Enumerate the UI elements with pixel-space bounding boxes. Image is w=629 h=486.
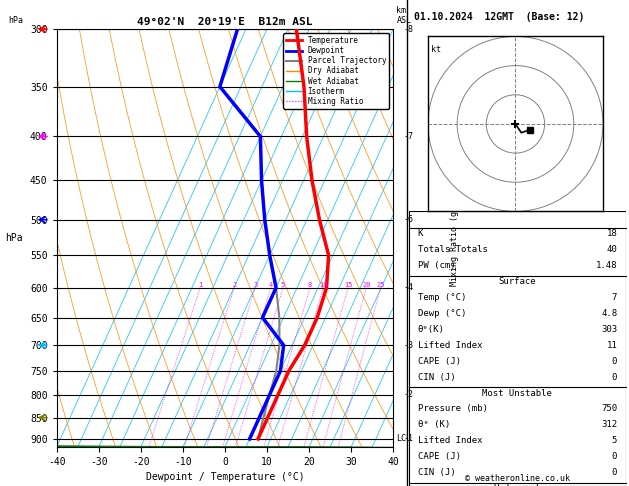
Text: hPa: hPa <box>5 233 23 243</box>
Text: 01.10.2024  12GMT  (Base: 12): 01.10.2024 12GMT (Base: 12) <box>414 12 584 22</box>
Text: 20: 20 <box>362 282 370 288</box>
Text: Dewp (°C): Dewp (°C) <box>418 309 466 318</box>
Text: kt: kt <box>431 45 441 54</box>
Text: Pressure (mb): Pressure (mb) <box>418 404 487 414</box>
Text: 40: 40 <box>606 245 617 254</box>
Text: PW (cm): PW (cm) <box>418 261 455 270</box>
Text: Lifted Index: Lifted Index <box>418 436 482 445</box>
Text: CIN (J): CIN (J) <box>418 373 455 382</box>
X-axis label: Dewpoint / Temperature (°C): Dewpoint / Temperature (°C) <box>145 472 304 483</box>
Text: Surface: Surface <box>499 277 536 286</box>
Text: 0: 0 <box>612 468 617 477</box>
Text: Mixing Ratio (g/kg): Mixing Ratio (g/kg) <box>450 191 459 286</box>
Text: 3: 3 <box>253 282 257 288</box>
Text: 303: 303 <box>601 325 617 334</box>
Text: -8: -8 <box>404 25 414 34</box>
Text: θᵉ(K): θᵉ(K) <box>418 325 445 334</box>
Text: 5: 5 <box>281 282 285 288</box>
Text: 0: 0 <box>612 452 617 461</box>
Text: CAPE (J): CAPE (J) <box>418 452 460 461</box>
Text: 1.48: 1.48 <box>596 261 617 270</box>
Text: 7: 7 <box>612 293 617 302</box>
Text: 15: 15 <box>344 282 352 288</box>
Text: 750: 750 <box>601 404 617 414</box>
Text: Lifted Index: Lifted Index <box>418 341 482 350</box>
Text: 1: 1 <box>198 282 202 288</box>
Text: -4: -4 <box>404 283 414 292</box>
Text: LCL: LCL <box>396 434 411 443</box>
Text: 0: 0 <box>612 357 617 365</box>
Title: 49°02'N  20°19'E  B12m ASL: 49°02'N 20°19'E B12m ASL <box>137 17 313 27</box>
Text: K: K <box>418 229 423 238</box>
Text: 18: 18 <box>606 229 617 238</box>
Legend: Temperature, Dewpoint, Parcel Trajectory, Dry Adiabat, Wet Adiabat, Isotherm, Mi: Temperature, Dewpoint, Parcel Trajectory… <box>283 33 389 109</box>
Text: CAPE (J): CAPE (J) <box>418 357 460 365</box>
Text: 11: 11 <box>606 341 617 350</box>
Text: θᵉ (K): θᵉ (K) <box>418 420 450 429</box>
Text: 10: 10 <box>319 282 328 288</box>
Text: © weatheronline.co.uk: © weatheronline.co.uk <box>465 474 570 483</box>
Text: Temp (°C): Temp (°C) <box>418 293 466 302</box>
Text: 4.8: 4.8 <box>601 309 617 318</box>
Text: hPa: hPa <box>8 16 23 25</box>
Text: Hodograph: Hodograph <box>493 484 542 486</box>
Text: Totals Totals: Totals Totals <box>418 245 487 254</box>
Text: 5: 5 <box>612 436 617 445</box>
Text: -7: -7 <box>404 132 414 141</box>
Text: Most Unstable: Most Unstable <box>482 388 552 398</box>
Text: 0: 0 <box>612 373 617 382</box>
Text: -2: -2 <box>404 390 414 399</box>
Text: 4: 4 <box>269 282 273 288</box>
Text: km
ASL: km ASL <box>396 5 411 25</box>
Text: -1: -1 <box>404 434 414 443</box>
Text: 2: 2 <box>232 282 237 288</box>
Text: 25: 25 <box>376 282 385 288</box>
Text: 312: 312 <box>601 420 617 429</box>
Text: -3: -3 <box>404 341 414 350</box>
Text: -6: -6 <box>404 215 414 224</box>
Text: CIN (J): CIN (J) <box>418 468 455 477</box>
Text: 8: 8 <box>308 282 312 288</box>
